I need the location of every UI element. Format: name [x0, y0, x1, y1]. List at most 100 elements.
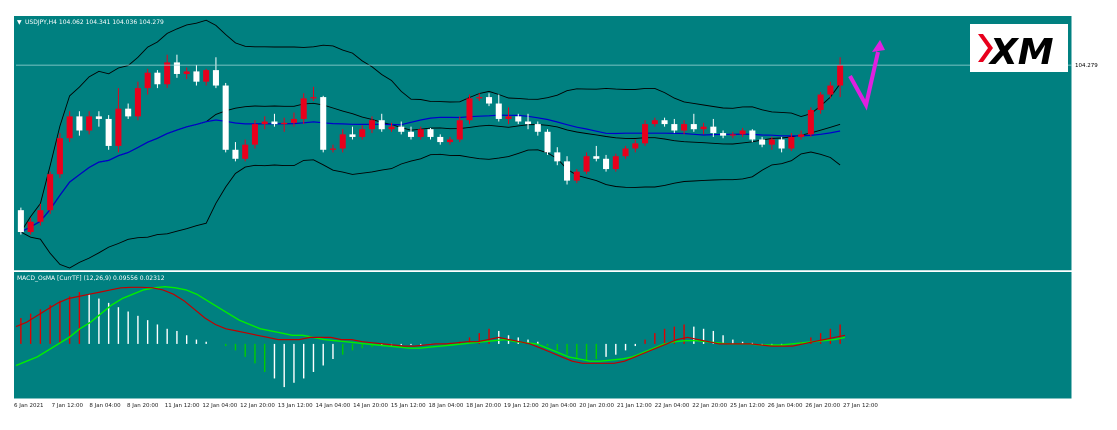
candle [564, 156, 571, 185]
candle-body [232, 149, 239, 159]
price-tick-label: 103.390 [1077, 177, 1100, 183]
candle-body [154, 72, 161, 85]
candle [729, 131, 736, 139]
candle-body [798, 134, 805, 137]
candle [183, 67, 190, 80]
candle [495, 94, 502, 122]
candle [827, 81, 834, 99]
candle-body [388, 126, 395, 130]
candle [86, 111, 93, 135]
time-tick-label: 11 Jan 12:00 [165, 403, 200, 409]
candle [622, 145, 629, 159]
candle [671, 118, 678, 134]
candle-body [212, 70, 219, 86]
candle-body [310, 97, 317, 99]
moving-average-line [20, 114, 841, 233]
candle-body [251, 124, 258, 145]
candle [661, 117, 668, 127]
candle [359, 125, 366, 140]
macd-tick-label: -0.24127 [1077, 394, 1102, 400]
candle [368, 116, 376, 134]
macd-lines [15, 285, 846, 367]
candle-body [603, 158, 610, 170]
time-tick-label: 13 Jan 12:00 [278, 403, 313, 409]
macd-signal-line [15, 286, 846, 364]
candle [27, 217, 34, 235]
candle [232, 142, 239, 162]
candle [544, 129, 551, 155]
candle-body [505, 116, 512, 119]
candle-body [66, 116, 73, 139]
macd-tick-label: 0.00 [1077, 342, 1090, 348]
xm-logo: XM [970, 24, 1068, 73]
candle [446, 136, 454, 145]
time-tick-label: 22 Jan 04:00 [655, 403, 690, 409]
candle [554, 147, 561, 166]
price-tick-label: 104.630 [1077, 18, 1100, 24]
candle [612, 153, 619, 172]
forecast-arrow [848, 40, 885, 111]
candle [164, 54, 171, 89]
time-tick-label: 7 Jan 12:00 [52, 403, 84, 409]
candle-body [261, 121, 268, 125]
candle-body [525, 121, 532, 125]
price-tick-label: 102.840 [1077, 248, 1100, 254]
candle-body [456, 120, 463, 140]
time-tick-label: 18 Jan 20:00 [466, 403, 501, 409]
time-tick-label: 19 Jan 12:00 [504, 403, 539, 409]
candle-body [749, 130, 756, 140]
time-tick-label: 8 Jan 20:00 [127, 403, 159, 409]
candle-body [27, 221, 34, 233]
candle-body [144, 72, 151, 89]
candle-body [807, 109, 814, 135]
time-tick-label: 26 Jan 04:00 [768, 403, 803, 409]
price-tick-label: 102.980 [1077, 230, 1100, 236]
candle [173, 54, 180, 78]
candle-body [700, 126, 707, 130]
header-arrow-icon[interactable]: ▼ [17, 19, 22, 26]
candle [398, 121, 405, 135]
candle [710, 118, 717, 137]
candle [388, 122, 395, 132]
candle [76, 111, 83, 136]
candle-body [817, 94, 824, 110]
candle [115, 88, 122, 153]
current-price-tag-background [1073, 61, 1099, 70]
time-tick-label: 8 Jan 04:00 [89, 403, 121, 409]
candle-body [485, 97, 493, 104]
candles [17, 54, 844, 235]
candle-body [642, 124, 649, 144]
time-tick-label: 20 Jan 04:00 [542, 403, 577, 409]
price-panel-background[interactable] [14, 16, 1072, 271]
candle-body [271, 121, 278, 125]
candle [105, 115, 112, 150]
candle [651, 117, 658, 127]
candle [417, 126, 424, 140]
candle-body [164, 62, 171, 85]
candle [193, 64, 200, 86]
macd-panel-background[interactable] [14, 272, 1072, 399]
candle [281, 117, 288, 132]
candle [739, 127, 746, 137]
bollinger-lower-band [20, 149, 841, 269]
candle [642, 120, 649, 146]
candle [788, 133, 795, 152]
candle [437, 134, 444, 145]
candle-body [242, 144, 249, 159]
candle-body [837, 64, 844, 86]
candle [505, 107, 512, 125]
price-tick-label: 103.805 [1077, 124, 1100, 130]
time-tick-label: 6 Jan 2021 [14, 403, 43, 409]
candle [534, 121, 541, 136]
time-tick-label: 26 Jan 20:00 [805, 403, 840, 409]
candle-body [612, 156, 619, 170]
candle-body [290, 118, 297, 123]
price-tick-label: 103.530 [1077, 159, 1100, 165]
candle [203, 68, 210, 86]
price-tick-label: 102.700 [1077, 266, 1100, 272]
candle [690, 113, 697, 132]
candle [837, 57, 844, 98]
candle-body [125, 108, 132, 117]
candle [476, 93, 483, 101]
